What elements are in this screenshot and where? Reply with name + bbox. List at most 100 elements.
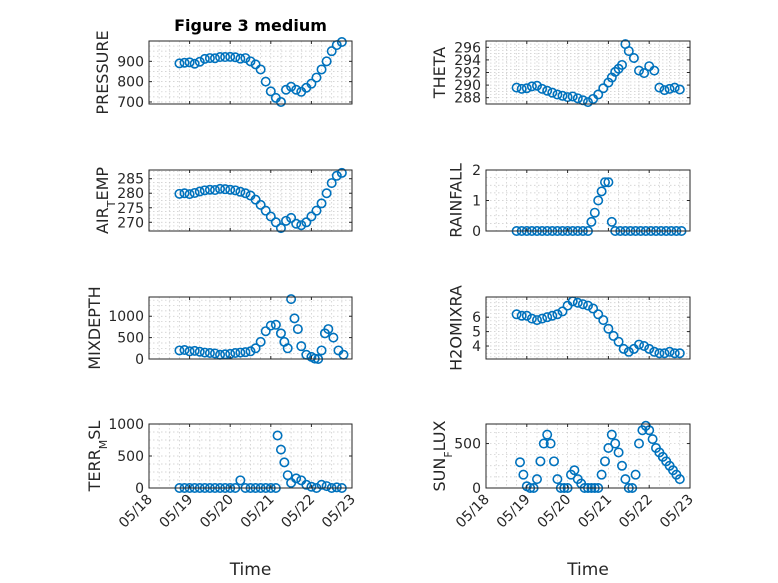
data-point (215, 52, 226, 63)
data-point (552, 89, 563, 100)
x-tick-label: 05/22 (278, 492, 318, 532)
data-point (260, 205, 271, 216)
data-point (659, 348, 670, 359)
axes-frame (485, 423, 691, 489)
data-point (620, 474, 631, 485)
x-tick-label: 05/18 (116, 492, 156, 532)
data-point (220, 52, 231, 63)
y-axis-label: AIRTEMP (93, 167, 118, 234)
axes-frame (148, 40, 353, 105)
data-point (179, 345, 190, 356)
data-point (577, 299, 588, 310)
x-tick-label: 05/19 (494, 492, 534, 532)
x-tick-label: 05/22 (616, 492, 656, 532)
data-point (235, 347, 246, 358)
data-point (569, 465, 580, 476)
data-point (336, 167, 347, 178)
y-tick-label: 1 (472, 194, 481, 210)
data-point (250, 343, 261, 354)
data-point (296, 341, 307, 352)
data-point (511, 82, 522, 93)
data-point (255, 64, 266, 75)
data-point (209, 348, 220, 359)
data-point (547, 87, 558, 98)
data-point (250, 59, 261, 70)
y-tick-label: 0 (135, 352, 144, 368)
data-point (623, 46, 634, 57)
data-point (174, 58, 185, 69)
data-point (608, 330, 619, 341)
data-point (204, 348, 215, 359)
data-point (275, 223, 286, 234)
data-point (184, 346, 195, 357)
data-point (275, 328, 286, 339)
data-point (321, 481, 332, 492)
data-point (220, 184, 231, 195)
data-point (654, 348, 665, 359)
x-tick-label: 05/20 (197, 492, 237, 532)
data-point (633, 65, 644, 76)
data-point (633, 339, 644, 350)
data-point (654, 82, 665, 93)
data-point (230, 185, 241, 196)
y-axis-label: TERRMSL (85, 421, 110, 493)
data-point (669, 82, 680, 93)
data-point (557, 90, 568, 101)
y-tick-label: 6 (472, 310, 481, 326)
y-tick-label: 500 (117, 331, 144, 347)
data-point (272, 430, 283, 441)
y-tick-label: 290 (454, 78, 481, 94)
data-point (189, 187, 200, 198)
data-point (225, 51, 236, 62)
data-point (326, 178, 337, 189)
data-point (270, 319, 281, 330)
data-point (618, 343, 629, 354)
y-axis-label: THETA (430, 47, 449, 99)
data-point (674, 84, 685, 95)
y-tick-label: 285 (117, 172, 144, 188)
data-point (306, 78, 317, 89)
data-point (292, 324, 303, 335)
y-tick-label: 700 (117, 95, 144, 111)
y-tick-label: 275 (117, 201, 144, 217)
data-point (596, 186, 607, 197)
data-point (586, 216, 597, 227)
data-point (179, 57, 190, 68)
subplot-h2omixra: 456 H2OMIXRA (447, 285, 691, 371)
data-point (588, 303, 599, 314)
data-point (531, 80, 542, 91)
data-point (230, 348, 241, 359)
data-point (245, 56, 256, 67)
data-point (331, 482, 342, 493)
data-point (545, 438, 556, 449)
data-point (582, 97, 593, 108)
grid (485, 424, 691, 489)
data-point (326, 46, 337, 57)
data-point (311, 72, 322, 83)
data-point (526, 313, 537, 324)
data-point (542, 312, 553, 323)
data-point (572, 93, 583, 104)
y-tick-label: 800 (117, 75, 144, 91)
data-point (282, 343, 293, 354)
data-point (603, 442, 614, 453)
y-axis-label: RAINFALL (447, 163, 466, 238)
data-point (209, 53, 220, 64)
y-tick-label: 0 (472, 224, 481, 240)
data-point (328, 332, 339, 343)
data-point (323, 324, 334, 335)
data-point (291, 473, 302, 484)
data-point (598, 83, 609, 94)
x-tick-label: 05/19 (157, 492, 197, 532)
data-point (649, 65, 660, 76)
data-point (286, 294, 297, 305)
data-point (593, 195, 604, 206)
data-point (518, 469, 529, 480)
data-point (630, 469, 641, 480)
data-point (639, 68, 650, 79)
data-point (289, 313, 300, 324)
data-point (526, 81, 537, 92)
data-point (220, 349, 231, 360)
y-axis-label: H2OMIXRA (447, 285, 466, 371)
